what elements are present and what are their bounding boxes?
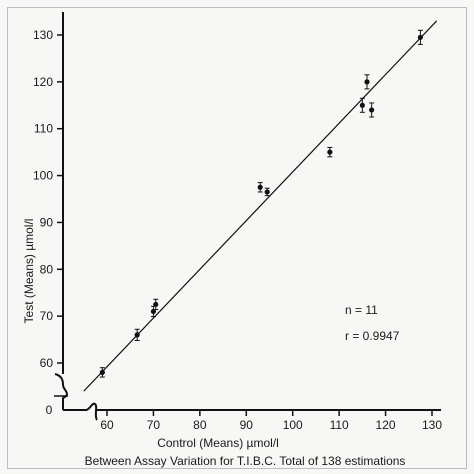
data-point: [99, 367, 105, 378]
x-tick-label: 70: [147, 418, 161, 432]
point-marker: [369, 107, 375, 113]
x-tick-label: 110: [330, 418, 349, 432]
y-axis-break: [54, 373, 68, 410]
axes: [54, 12, 441, 421]
data-point: [364, 74, 370, 90]
annotation-n: n = 11: [345, 303, 378, 317]
data-point: [257, 182, 263, 193]
data-point: [150, 305, 157, 318]
y-tick-label: 100: [33, 169, 53, 183]
y-tick-label: 60: [40, 356, 54, 370]
data-point: [369, 102, 375, 118]
x-tick-label: 80: [193, 418, 207, 432]
y-tick-label: 80: [40, 262, 54, 276]
point-marker: [99, 369, 105, 375]
x-tick-label: 130: [422, 418, 442, 432]
point-marker: [257, 184, 263, 190]
point-marker: [264, 189, 270, 195]
y-tick-label: 130: [33, 28, 53, 42]
x-tick-label: 60: [100, 418, 114, 432]
y-ticks: 60 70 80 90 100 110 120 130: [33, 28, 63, 370]
x-tick-label: 90: [240, 418, 254, 432]
data-point: [134, 328, 140, 342]
point-marker: [364, 79, 370, 85]
point-marker: [134, 332, 140, 338]
point-marker: [359, 102, 365, 108]
point-marker: [327, 149, 333, 155]
x-tick-label: 100: [283, 418, 303, 432]
y-tick-label: 70: [40, 309, 54, 323]
data-point: [327, 146, 333, 158]
x-axis-break: [85, 402, 98, 421]
regression-line: [83, 20, 438, 392]
point-marker: [153, 301, 159, 308]
origin-label: 0: [46, 403, 53, 417]
figure-frame: [7, 7, 467, 469]
chart-caption: Between Assay Variation for T.I.B.C. Tot…: [85, 454, 406, 468]
y-axis-title: Test (Means) µmol/l: [22, 219, 36, 324]
data-point: [153, 298, 159, 311]
data-point: [417, 29, 423, 45]
point-marker: [150, 308, 157, 315]
y-tick-label: 120: [33, 75, 53, 89]
data-point: [359, 97, 365, 113]
y-tick-label: 90: [40, 215, 54, 229]
x-axis-title: Control (Means) µmol/l: [157, 436, 279, 450]
data-point: [264, 187, 270, 197]
y-tick-label: 110: [34, 122, 53, 136]
x-ticks: 60 70 80 90 100 110 120 130: [100, 410, 442, 432]
annotation-r: r = 0.9947: [345, 329, 400, 343]
data-points: [99, 29, 423, 378]
point-marker: [417, 34, 423, 40]
x-tick-label: 120: [376, 418, 396, 432]
